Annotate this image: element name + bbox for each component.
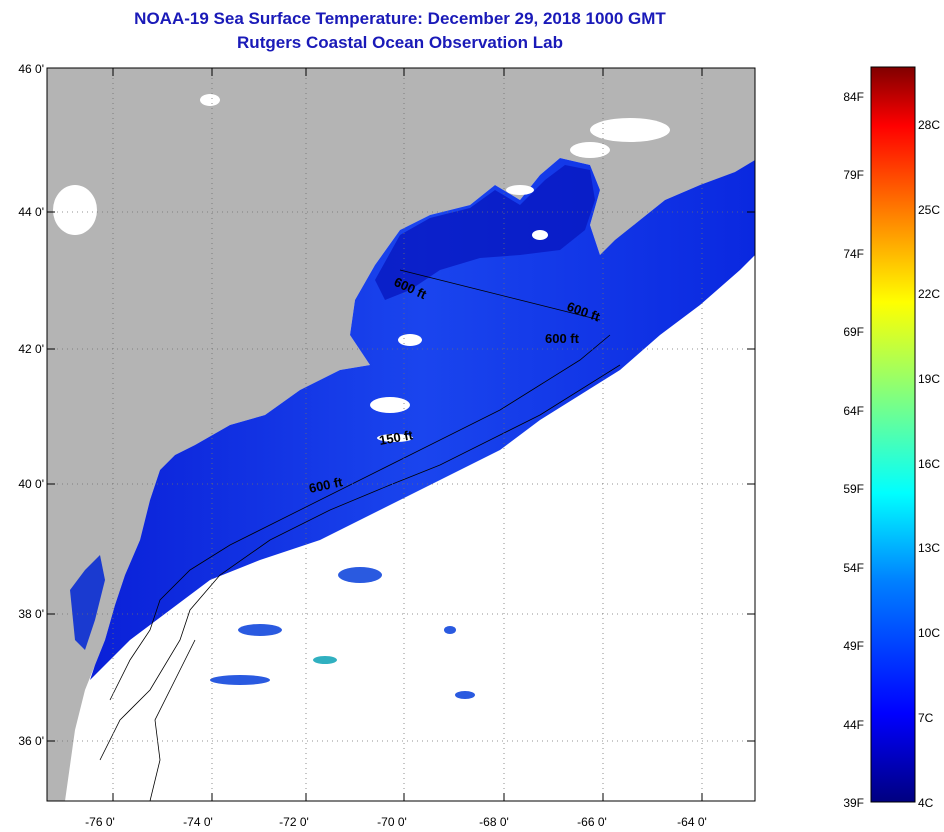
- lat-label: 38 0': [18, 607, 44, 621]
- colorbar-c-labels: 28C 25C 22C 19C 16C 13C 10C 7C 4C: [918, 118, 940, 810]
- lon-label: -68 0': [479, 815, 509, 829]
- colorbar-c-label: 4C: [918, 796, 934, 810]
- cloud-spots: [53, 94, 670, 442]
- lon-label: -72 0': [279, 815, 309, 829]
- lon-label: -66 0': [577, 815, 607, 829]
- isobath-label: 600 ft: [308, 474, 345, 496]
- colorbar-c-label: 19C: [918, 372, 940, 386]
- map-subtitle: Rutgers Coastal Ocean Observation Lab: [237, 33, 563, 52]
- colorbar-f-label: 59F: [843, 482, 864, 496]
- lat-label: 36 0': [18, 734, 44, 748]
- graticule: [47, 68, 755, 801]
- isobath-label: 150 ft: [378, 427, 415, 448]
- lat-axis: 46 0' 44 0' 42 0' 40 0' 38 0' 36 0': [18, 62, 44, 748]
- color-scale-bar: [870, 66, 916, 803]
- lat-label: 44 0': [18, 205, 44, 219]
- lat-label: 46 0': [18, 62, 44, 76]
- land-mass: [47, 68, 755, 801]
- colorbar-f-label: 69F: [843, 325, 864, 339]
- colorbar-f-labels: 84F 79F 74F 69F 64F 59F 54F 49F 44F 39F: [843, 90, 864, 810]
- colorbar-c-label: 13C: [918, 541, 940, 555]
- colorbar-c-label: 25C: [918, 203, 940, 217]
- colorbar-f-label: 64F: [843, 404, 864, 418]
- lat-label: 40 0': [18, 477, 44, 491]
- sst-patches: [210, 567, 475, 699]
- colorbar-f-label: 79F: [843, 168, 864, 182]
- tick-marks: [47, 68, 755, 801]
- sst-coastal-cold: [375, 165, 595, 300]
- colorbar-f-label: 84F: [843, 90, 864, 104]
- lon-label: -70 0': [377, 815, 407, 829]
- colorbar-f-label: 54F: [843, 561, 864, 575]
- lon-label: -64 0': [677, 815, 707, 829]
- lon-label: -74 0': [183, 815, 213, 829]
- colorbar-f-label: 74F: [843, 247, 864, 261]
- map-frame: [46, 67, 756, 802]
- lon-axis: -76 0' -74 0' -72 0' -70 0' -68 0' -66 0…: [85, 815, 707, 829]
- colorbar-f-label: 44F: [843, 718, 864, 732]
- lat-label: 42 0': [18, 342, 44, 356]
- isobath-contours: [99, 269, 621, 801]
- nova-scotia: [595, 130, 755, 240]
- chesapeake-water: [70, 555, 105, 650]
- colorbar-f-label: 49F: [843, 639, 864, 653]
- colorbar-c-label: 22C: [918, 287, 940, 301]
- map-title: NOAA-19 Sea Surface Temperature: Decembe…: [134, 9, 666, 28]
- colorbar-c-label: 28C: [918, 118, 940, 132]
- colorbar-f-label: 39F: [843, 796, 864, 810]
- colorbar-c-label: 16C: [918, 457, 940, 471]
- lon-label: -76 0': [85, 815, 115, 829]
- isobath-label: 600 ft: [545, 331, 580, 346]
- colorbar-c-label: 7C: [918, 711, 934, 725]
- colorbar-c-label: 10C: [918, 626, 940, 640]
